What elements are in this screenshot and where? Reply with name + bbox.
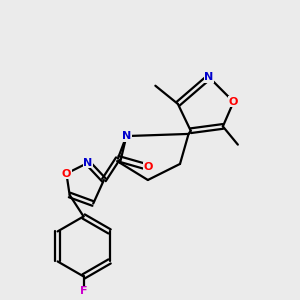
Text: F: F <box>80 286 87 296</box>
Text: N: N <box>83 158 92 168</box>
Text: N: N <box>122 131 131 141</box>
Text: O: O <box>62 169 71 178</box>
Text: O: O <box>229 97 238 107</box>
Text: O: O <box>143 162 152 172</box>
Text: N: N <box>204 72 214 82</box>
